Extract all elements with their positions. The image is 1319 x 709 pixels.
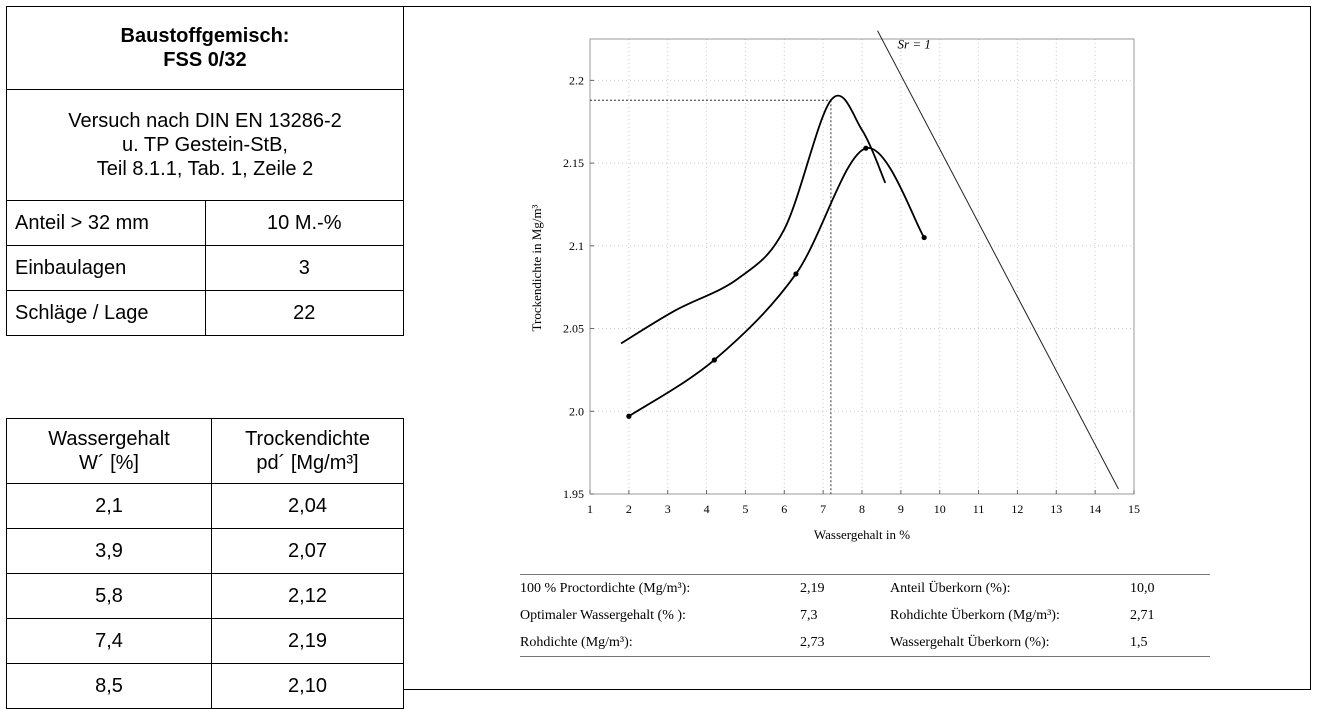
- x-tick-label: 5: [742, 502, 748, 516]
- data-point: [863, 145, 869, 151]
- param-value: 1,5: [1130, 634, 1148, 650]
- x-tick-label: 4: [704, 502, 710, 516]
- prop-value: 10 M.-%: [204, 200, 404, 246]
- param-label: 100 % Proctordichte (Mg/m³):: [520, 580, 691, 596]
- prop-label: Anteil > 32 mm: [6, 200, 206, 246]
- param-value: 7,3: [800, 607, 818, 623]
- material-title: Baustoffgemisch: FSS 0/32: [6, 6, 404, 90]
- x-tick-label: 6: [781, 502, 787, 516]
- prop-row: Anteil > 32 mm 10 M.-%: [6, 200, 404, 246]
- saturation-line: [877, 30, 1119, 490]
- param-row: 100 % Proctordichte (Mg/m³): 2,19 Anteil…: [520, 575, 1210, 602]
- specimen-table: Baustoffgemisch: FSS 0/32 Versuch nach D…: [6, 6, 404, 336]
- water-cell: 8,5: [6, 663, 212, 709]
- water-cell: 5,8: [6, 573, 212, 619]
- x-tick-label: 14: [1089, 502, 1101, 516]
- param-row: Rohdichte (Mg/m³): 2,73 Wassergehalt Übe…: [520, 629, 1210, 656]
- method-info: Versuch nach DIN EN 13286-2 u. TP Gestei…: [6, 89, 404, 201]
- param-value: 2,73: [800, 634, 825, 650]
- water-cell: 2,1: [6, 483, 212, 529]
- results-header: Wassergehalt W´ [%] Trockendichte pd´ [M…: [6, 418, 404, 484]
- chart-panel: 1 2 3 4 5 6 7 8 9 10 11 12 13 14 15 1.95 2.0 2.05 2.1 2.15 2…: [404, 0, 1319, 692]
- data-point: [626, 413, 632, 419]
- water-cell: 7,4: [6, 618, 212, 664]
- col-density-line1: Trockendichte: [245, 428, 370, 450]
- marks: [590, 30, 1119, 494]
- proctor-chart: 1 2 3 4 5 6 7 8 9 10 11 12 13 14 151.952.02.052.12.152…: [529, 30, 1140, 542]
- table-row: 8,5 2,10: [6, 663, 404, 709]
- left-panel: Baustoffgemisch: FSS 0/32 Versuch nach D…: [6, 6, 404, 709]
- prop-label: Schläge / Lage: [6, 290, 206, 336]
- ticks: 1 2 3 4 5 6 7 8 9 10 11 12 13 14 151.952.02.052.12.152…: [563, 73, 1140, 516]
- y-tick-label: 2.1: [569, 239, 584, 253]
- top-rule: [520, 574, 1210, 575]
- param-label: Optimaler Wassergehalt (% ):: [520, 607, 686, 623]
- title-line1: Baustoffgemisch:: [120, 25, 290, 47]
- param-row: Optimaler Wassergehalt (% ): 7,3 Rohdich…: [520, 602, 1210, 629]
- method-line3: Teil 8.1.1, Tab. 1, Zeile 2: [96, 158, 314, 180]
- water-cell: 3,9: [6, 528, 212, 574]
- param-label: Rohdichte (Mg/m³):: [520, 634, 633, 650]
- x-tick-label: 10: [934, 502, 946, 516]
- grid: [589, 39, 1135, 495]
- col-density-header: Trockendichte pd´ [Mg/m³]: [211, 418, 404, 484]
- x-tick-label: 9: [898, 502, 904, 516]
- result-parameters: 100 % Proctordichte (Mg/m³): 2,19 Anteil…: [520, 574, 1210, 657]
- y-tick-label: 2.15: [563, 156, 584, 170]
- prop-row: Einbaulagen 3: [6, 245, 404, 291]
- series-line-2: [620, 94, 887, 345]
- results-table: Wassergehalt W´ [%] Trockendichte pd´ [M…: [6, 418, 404, 709]
- x-tick-label: 1: [587, 502, 593, 516]
- y-tick-label: 2.2: [569, 73, 584, 87]
- x-axis-label: Wassergehalt in %: [814, 527, 910, 542]
- method-line2: u. TP Gestein-StB,: [121, 134, 288, 156]
- param-value: 2,19: [800, 580, 825, 596]
- bottom-rule: [520, 656, 1210, 657]
- x-tick-label: 13: [1050, 502, 1062, 516]
- x-tick-label: 2: [626, 502, 632, 516]
- data-point: [711, 357, 717, 363]
- table-row: 7,4 2,19: [6, 618, 404, 664]
- x-tick-label: 8: [859, 502, 865, 516]
- density-cell: 2,12: [211, 573, 404, 619]
- x-tick-label: 12: [1011, 502, 1023, 516]
- table-row: 5,8 2,12: [6, 573, 404, 619]
- y-axis-label: Trockendichte in Mg/m³: [529, 204, 544, 331]
- method-line1: Versuch nach DIN EN 13286-2: [68, 110, 342, 132]
- title-line2: FSS 0/32: [163, 49, 247, 71]
- y-tick-label: 1.95: [563, 487, 584, 501]
- prop-row: Schläge / Lage 22: [6, 290, 404, 336]
- param-label: Wassergehalt Überkorn (%):: [890, 634, 1050, 650]
- param-label: Anteil Überkorn (%):: [890, 580, 1011, 596]
- y-tick-label: 2.0: [569, 404, 584, 418]
- prop-value: 22: [204, 290, 404, 336]
- table-row: 2,1 2,04: [6, 483, 404, 529]
- saturation-label: Sr = 1: [898, 37, 931, 52]
- param-label: Rohdichte Überkorn (Mg/m³):: [890, 607, 1060, 623]
- x-tick-label: 15: [1128, 502, 1140, 516]
- x-tick-label: 3: [665, 502, 671, 516]
- right-panel-border: [404, 6, 1311, 690]
- y-tick-label: 2.05: [563, 322, 584, 336]
- col-water-line1: Wassergehalt: [48, 428, 170, 450]
- density-cell: 2,07: [211, 528, 404, 574]
- param-value: 2,71: [1130, 607, 1155, 623]
- col-water-line2: W´ [%]: [79, 452, 139, 474]
- density-cell: 2,10: [211, 663, 404, 709]
- series-line-1: [628, 147, 925, 417]
- x-tick-label: 7: [820, 502, 826, 516]
- x-tick-label: 11: [973, 502, 985, 516]
- col-density-line2: pd´ [Mg/m³]: [256, 452, 359, 474]
- density-cell: 2,19: [211, 618, 404, 664]
- col-water-header: Wassergehalt W´ [%]: [6, 418, 212, 484]
- data-point: [921, 234, 927, 241]
- param-value: 10,0: [1130, 580, 1155, 596]
- prop-value: 3: [204, 245, 404, 291]
- prop-label: Einbaulagen: [6, 245, 206, 291]
- table-row: 3,9 2,07: [6, 528, 404, 574]
- data-point: [793, 271, 799, 277]
- density-cell: 2,04: [211, 483, 404, 529]
